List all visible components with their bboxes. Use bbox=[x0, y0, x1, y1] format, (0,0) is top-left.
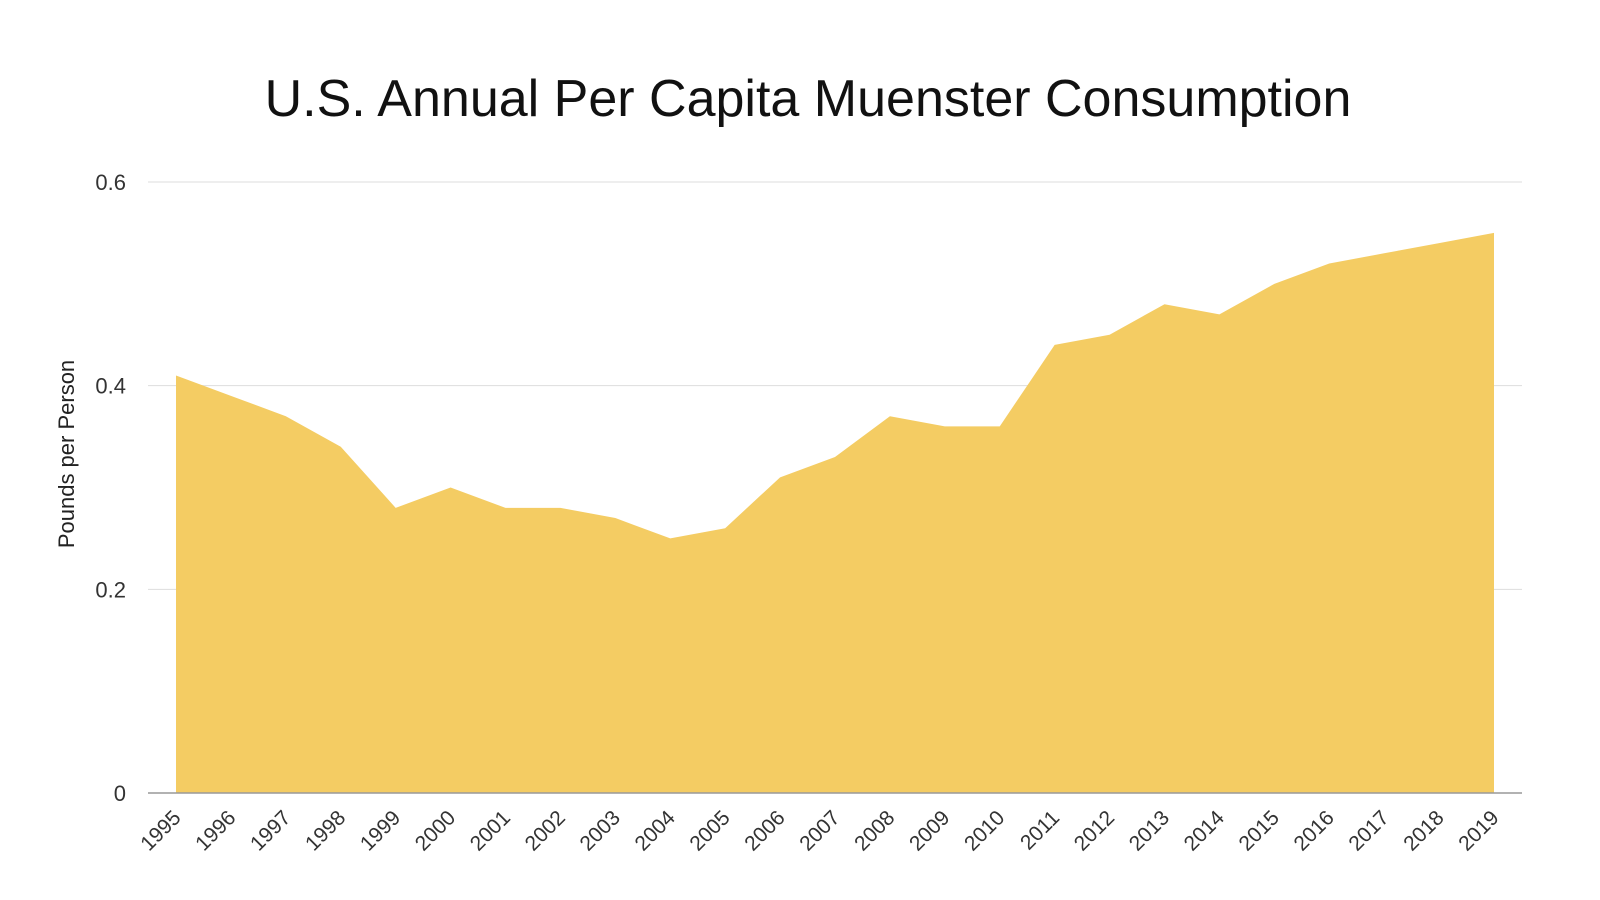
y-tick-label: 0.2 bbox=[95, 577, 126, 602]
x-tick-label: 2001 bbox=[466, 806, 515, 855]
x-tick-label: 2002 bbox=[521, 806, 570, 855]
x-tick-label: 2015 bbox=[1235, 806, 1284, 855]
y-tick-label: 0.6 bbox=[95, 170, 126, 195]
x-tick-label: 2013 bbox=[1125, 806, 1174, 855]
x-tick-label: 2018 bbox=[1399, 806, 1448, 855]
y-tick-label: 0.4 bbox=[95, 374, 126, 399]
x-tick-label: 2019 bbox=[1454, 806, 1503, 855]
x-tick-label: 2004 bbox=[630, 806, 680, 856]
y-axis-ticks: 0 0.2 0.4 0.6 bbox=[95, 170, 126, 806]
x-tick-label: 2009 bbox=[905, 806, 954, 855]
x-tick-label: 2008 bbox=[850, 806, 899, 855]
x-tick-label: 2005 bbox=[685, 806, 734, 855]
x-tick-label: 2014 bbox=[1180, 806, 1230, 856]
area-fill bbox=[176, 232, 1494, 793]
x-tick-label: 1999 bbox=[356, 806, 405, 855]
chart-title: U.S. Annual Per Capita Muenster Consumpt… bbox=[265, 70, 1352, 128]
x-tick-label: 1998 bbox=[301, 806, 350, 855]
x-tick-label: 2010 bbox=[960, 806, 1009, 855]
x-tick-label: 2016 bbox=[1289, 806, 1338, 855]
x-tick-label: 2000 bbox=[411, 806, 460, 855]
x-tick-label: 2003 bbox=[576, 806, 625, 855]
x-tick-label: 2012 bbox=[1070, 806, 1119, 855]
y-tick-label: 0 bbox=[114, 781, 126, 806]
x-tick-label: 2011 bbox=[1016, 806, 1064, 854]
x-tick-label: 2007 bbox=[795, 806, 844, 855]
y-axis-label: Pounds per Person bbox=[54, 360, 79, 548]
x-tick-label: 2006 bbox=[740, 806, 789, 855]
x-tick-label: 1996 bbox=[191, 806, 240, 855]
area-series bbox=[176, 232, 1494, 793]
x-axis-ticks: 1995 1996 1997 1998 1999 2000 2001 2002 2003 2004… bbox=[136, 806, 1503, 856]
x-tick-label: 1995 bbox=[136, 806, 185, 855]
x-tick-label: 2017 bbox=[1344, 806, 1393, 855]
x-tick-label: 1997 bbox=[246, 806, 295, 855]
